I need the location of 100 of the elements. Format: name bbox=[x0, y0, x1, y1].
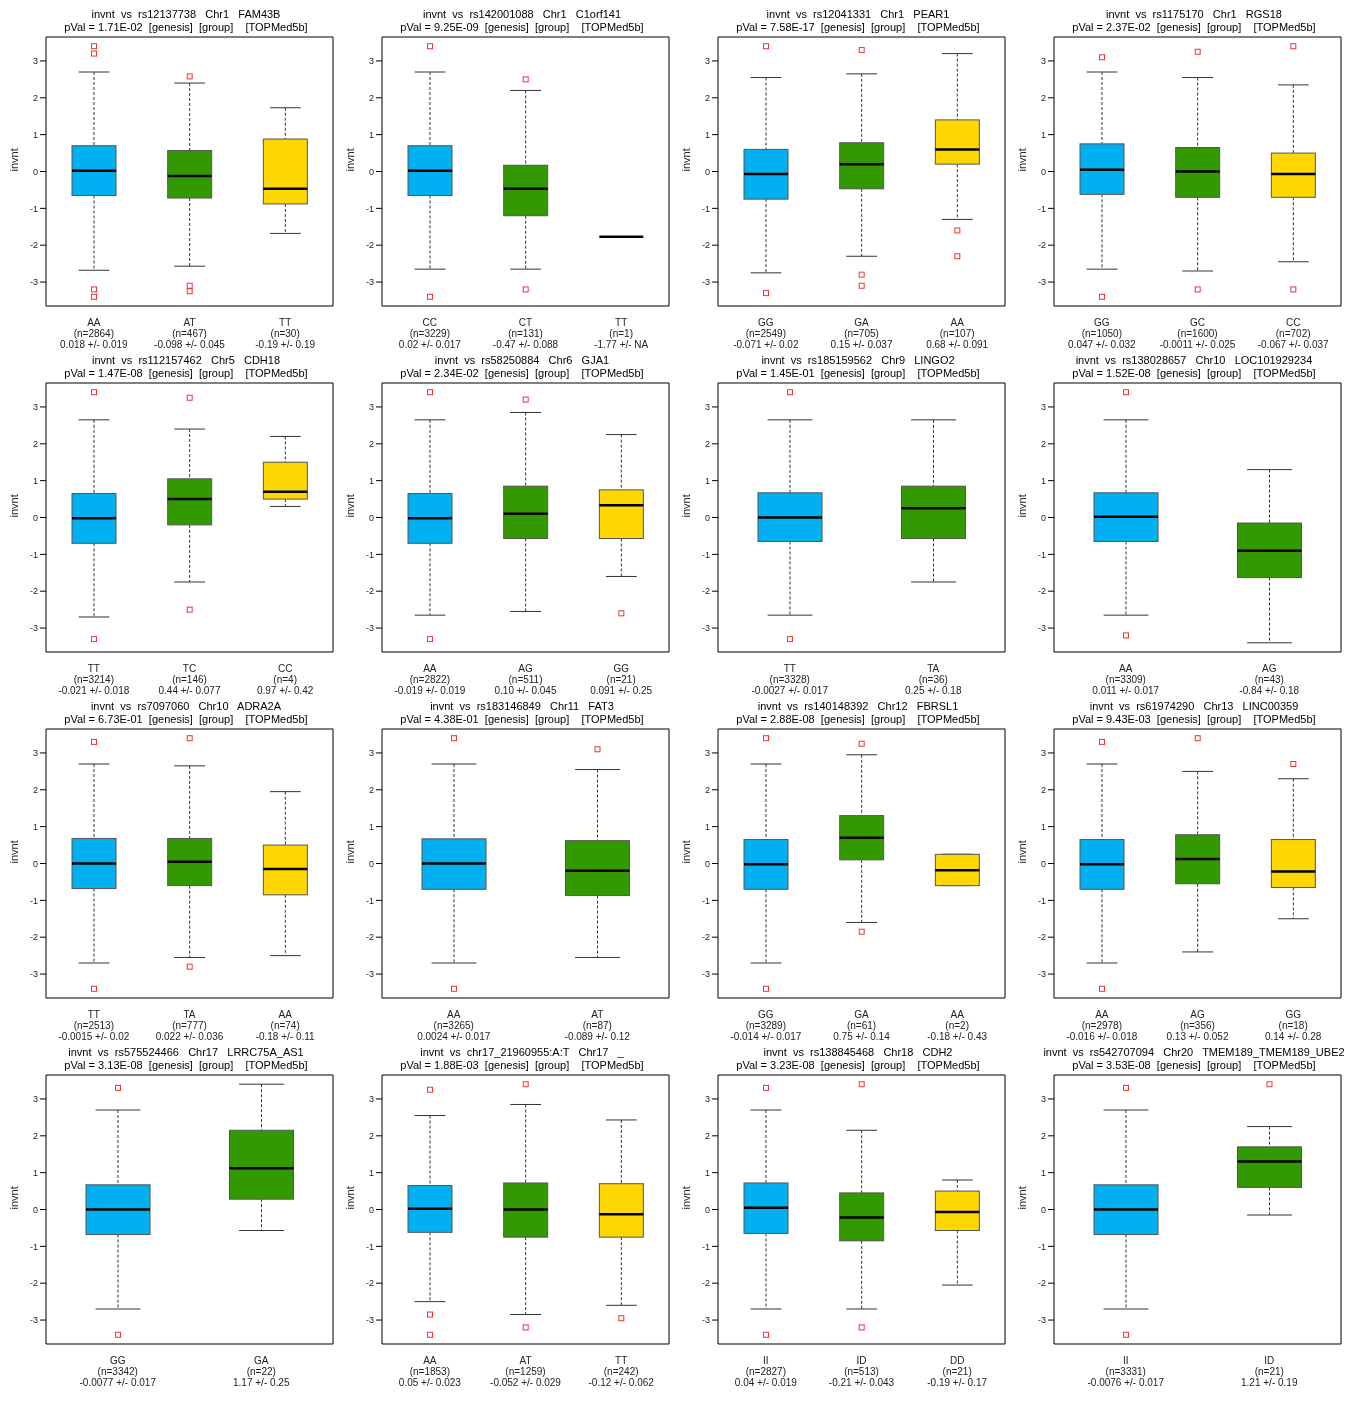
y-tick-label: 2 bbox=[32, 1131, 38, 1141]
chart-subtitle: pVal = 9.25E-09 [genesis] [group] [TOPMed5b] bbox=[399, 21, 645, 34]
y-tick-label: 2 bbox=[368, 439, 374, 449]
x-tick-label: AG (n=356) 0.13 +/- 0.052 bbox=[1166, 1009, 1229, 1042]
y-tick-label: -3 bbox=[365, 969, 374, 980]
y-tick-label: 3 bbox=[368, 1094, 374, 1105]
x-tick-label: GG (n=2549) -0.071 +/- 0.02 bbox=[733, 317, 799, 350]
chart-title: invnt vs rs61974290 Chr13 LINC00359 bbox=[1088, 700, 1300, 713]
y-tick-label: 1 bbox=[1040, 475, 1046, 486]
y-tick-label: -3 bbox=[701, 1315, 710, 1326]
chart-subtitle: pVal = 3.23E-08 [genesis] [group] [TOPMed5b] bbox=[735, 1059, 981, 1072]
x-tick-label: TC (n=146) 0.44 +/- 0.077 bbox=[158, 663, 221, 696]
y-tick-label: 2 bbox=[32, 785, 38, 795]
y-axis-title: invnt bbox=[679, 840, 692, 864]
y-tick-label: 3 bbox=[32, 748, 38, 759]
x-tick-label: II (n=2827) 0.04 +/- 0.019 bbox=[734, 1355, 798, 1388]
x-tick-label: II (n=3331) -0.0076 +/- 0.017 bbox=[1087, 1355, 1165, 1388]
y-tick-label: -3 bbox=[701, 277, 710, 288]
x-tick-label: TT (n=2513) -0.0015 +/- 0.02 bbox=[58, 1009, 130, 1042]
y-tick-label: -3 bbox=[365, 1315, 374, 1326]
y-tick-label: 2 bbox=[32, 93, 38, 103]
y-tick-label: 3 bbox=[32, 402, 38, 413]
y-tick-label: -1 bbox=[701, 549, 710, 560]
y-axis-title: invnt bbox=[1015, 148, 1028, 172]
x-tick-label: CC (n=702) -0.067 +/- 0.037 bbox=[1257, 317, 1330, 350]
y-tick-label: -2 bbox=[701, 932, 710, 943]
y-tick-label: 1 bbox=[1040, 1167, 1046, 1178]
x-tick-label: AT (n=1259) -0.052 +/- 0.029 bbox=[490, 1355, 562, 1388]
x-tick-label: AG (n=43) -0.84 +/- 0.18 bbox=[1239, 663, 1300, 696]
y-tick-label: 3 bbox=[32, 1094, 38, 1105]
x-tick-label: AA (n=2822) -0.019 +/- 0.019 bbox=[394, 663, 466, 696]
chart-subtitle: pVal = 6.73E-01 [genesis] [group] [TOPMed5b] bbox=[63, 713, 309, 726]
x-tick-label: DD (n=21) -0.19 +/- 0.17 bbox=[927, 1355, 988, 1388]
y-tick-label: 1 bbox=[32, 129, 38, 140]
x-tick-label: GA (n=705) 0.15 +/- 0.037 bbox=[830, 317, 893, 350]
y-tick-label: -2 bbox=[365, 240, 374, 251]
y-tick-label: 3 bbox=[368, 402, 374, 413]
y-tick-label: 1 bbox=[704, 475, 710, 486]
x-tick-label: AA (n=107) 0.68 +/- 0.091 bbox=[926, 317, 989, 350]
x-tick-label: TT (n=30) -0.19 +/- 0.19 bbox=[255, 317, 316, 350]
x-tick-label: ID (n=513) -0.21 +/- 0.043 bbox=[828, 1355, 895, 1388]
y-tick-label: 1 bbox=[368, 821, 374, 832]
y-tick-label: 0 bbox=[32, 858, 38, 869]
chart-subtitle: pVal = 3.13E-08 [genesis] [group] [TOPMed5b] bbox=[63, 1059, 309, 1072]
y-tick-label: -2 bbox=[29, 932, 38, 943]
y-tick-label: -1 bbox=[701, 203, 710, 214]
x-tick-label: ID (n=21) 1.21 +/- 0.19 bbox=[1241, 1355, 1298, 1388]
y-axis-title: invnt bbox=[1015, 1186, 1028, 1210]
y-tick-label: -3 bbox=[29, 969, 38, 980]
y-tick-label: -1 bbox=[29, 1241, 38, 1252]
chart-subtitle: pVal = 1.45E-01 [genesis] [group] [TOPMed5b] bbox=[735, 367, 981, 380]
y-axis-title: invnt bbox=[1015, 840, 1028, 864]
chart-subtitle: pVal = 9.43E-03 [genesis] [group] [TOPMed5b] bbox=[1071, 713, 1317, 726]
y-tick-label: 0 bbox=[368, 858, 374, 869]
chart-subtitle: pVal = 4.38E-01 [genesis] [group] [TOPMed5b] bbox=[399, 713, 645, 726]
y-tick-label: 0 bbox=[368, 166, 374, 177]
y-tick-label: 0 bbox=[1040, 512, 1046, 523]
y-tick-label: -2 bbox=[1037, 932, 1046, 943]
chart-title: invnt vs rs12041331 Chr1 PEAR1 bbox=[765, 8, 951, 21]
x-tick-label: AA (n=2) -0.18 +/- 0.43 bbox=[927, 1009, 988, 1042]
chart-title: invnt vs rs575524466 Chr17 LRRC75A_AS1 bbox=[67, 1046, 305, 1059]
y-tick-label: -1 bbox=[1037, 549, 1046, 560]
y-tick-label: -2 bbox=[365, 586, 374, 597]
y-tick-label: 3 bbox=[704, 748, 710, 759]
y-tick-label: 0 bbox=[1040, 1204, 1046, 1215]
y-axis-title: invnt bbox=[343, 494, 356, 518]
y-tick-label: 1 bbox=[368, 129, 374, 140]
y-tick-label: -1 bbox=[29, 549, 38, 560]
chart-title: invnt vs rs58250884 Chr6 GJA1 bbox=[433, 354, 611, 367]
chart-title: invnt vs rs1175170 Chr1 RGS18 bbox=[1105, 8, 1283, 21]
chart-title: invnt vs rs140148392 Chr12 FBRSL1 bbox=[756, 700, 960, 713]
y-tick-label: -2 bbox=[1037, 240, 1046, 251]
x-tick-label: GG (n=1050) 0.047 +/- 0.032 bbox=[1068, 317, 1137, 350]
y-tick-label: -3 bbox=[701, 969, 710, 980]
y-tick-label: 2 bbox=[1040, 785, 1046, 795]
y-tick-label: 1 bbox=[1040, 129, 1046, 140]
chart-subtitle: pVal = 2.88E-08 [genesis] [group] [TOPMed5b] bbox=[735, 713, 981, 726]
x-tick-label: GG (n=3289) -0.014 +/- 0.017 bbox=[730, 1009, 802, 1042]
y-tick-label: -2 bbox=[29, 1278, 38, 1289]
y-tick-label: -3 bbox=[365, 623, 374, 634]
y-tick-label: 0 bbox=[704, 166, 710, 177]
y-tick-label: 3 bbox=[704, 402, 710, 413]
y-axis-title: invnt bbox=[679, 494, 692, 518]
y-tick-label: 2 bbox=[704, 439, 710, 449]
chart-title: invnt vs chr17_21960955:A:T Chr17 _ bbox=[419, 1046, 625, 1059]
y-tick-label: -1 bbox=[1037, 203, 1046, 214]
chart-subtitle: pVal = 2.34E-02 [genesis] [group] [TOPMed5b] bbox=[399, 367, 645, 380]
y-axis-title: invnt bbox=[7, 1186, 20, 1210]
y-tick-label: -2 bbox=[365, 1278, 374, 1289]
y-axis-title: invnt bbox=[7, 494, 20, 518]
y-tick-label: 0 bbox=[368, 512, 374, 523]
y-tick-label: 1 bbox=[32, 821, 38, 832]
y-tick-label: -3 bbox=[29, 1315, 38, 1326]
x-tick-label: CT (n=131) -0.47 +/- 0.088 bbox=[492, 317, 559, 350]
chart-title: invnt vs rs7097060 Chr10 ADRA2A bbox=[89, 700, 283, 713]
y-tick-label: 2 bbox=[368, 785, 374, 795]
chart-subtitle: pVal = 1.88E-03 [genesis] [group] [TOPMed5b] bbox=[399, 1059, 645, 1072]
y-tick-label: 1 bbox=[704, 1167, 710, 1178]
y-tick-label: -2 bbox=[701, 1278, 710, 1289]
chart-subtitle: pVal = 7.58E-17 [genesis] [group] [TOPMed5b] bbox=[735, 21, 981, 34]
